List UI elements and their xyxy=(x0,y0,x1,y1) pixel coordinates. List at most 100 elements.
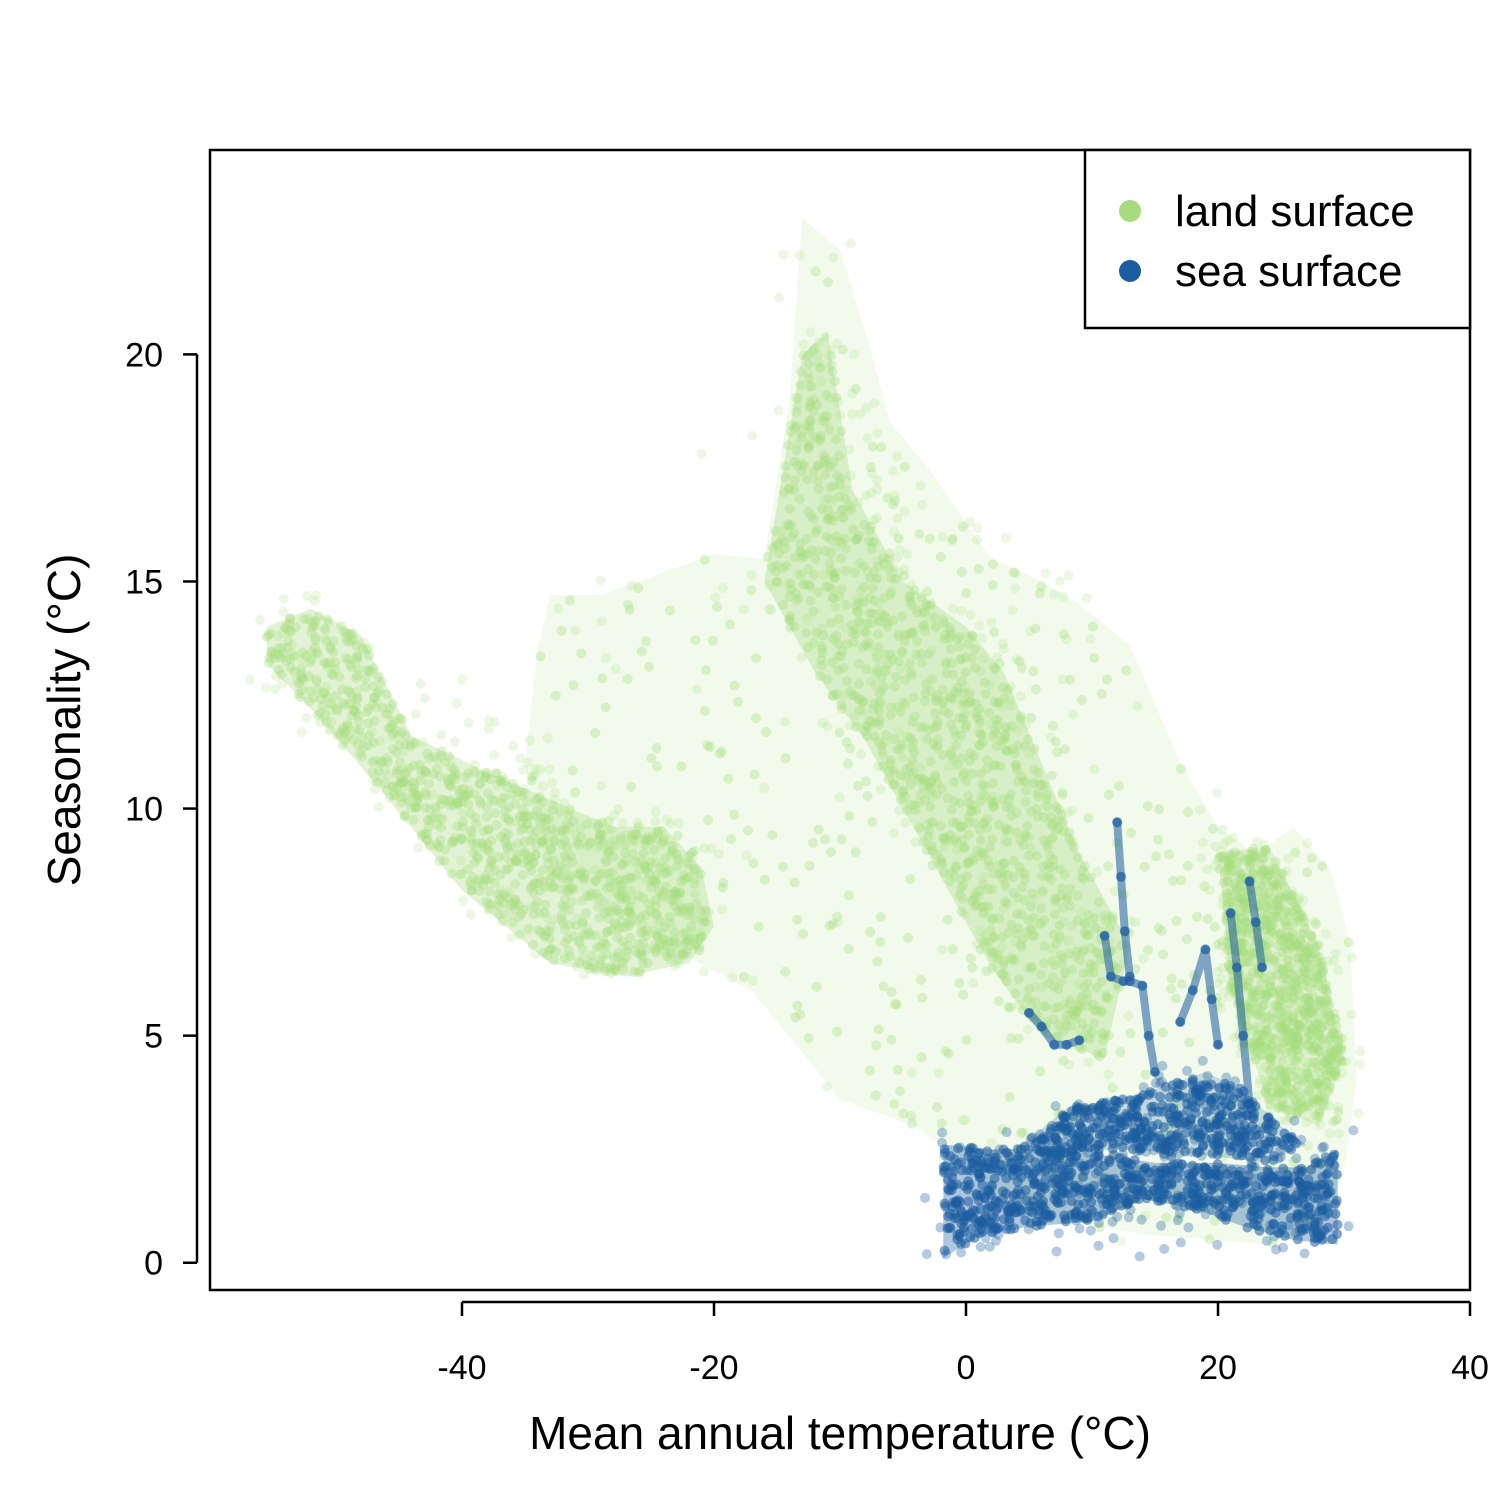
land-point xyxy=(672,861,683,872)
land-point xyxy=(658,887,669,897)
land-point xyxy=(511,853,522,864)
land-point xyxy=(832,917,843,928)
land-point xyxy=(990,797,1001,807)
land-point xyxy=(650,939,661,950)
land-point xyxy=(1266,970,1277,981)
land-point xyxy=(419,787,430,798)
sea-point xyxy=(1296,1134,1307,1145)
land-point xyxy=(340,734,351,745)
land-point xyxy=(479,843,490,853)
land-point xyxy=(271,649,281,659)
land-point xyxy=(339,728,350,739)
land-point xyxy=(880,738,890,748)
land-point xyxy=(579,874,590,885)
sea-point xyxy=(1083,1183,1094,1194)
land-point xyxy=(518,858,529,869)
land-point xyxy=(624,604,635,615)
land-point xyxy=(1283,954,1293,965)
land-point xyxy=(827,366,838,377)
sea-point xyxy=(1041,1137,1052,1148)
land-point xyxy=(1267,1237,1278,1248)
land-point xyxy=(572,912,582,923)
land-point xyxy=(319,633,330,644)
sea-point xyxy=(1192,1147,1203,1158)
sea-point xyxy=(1220,1186,1231,1196)
land-point xyxy=(491,780,502,791)
land-point xyxy=(433,841,444,852)
land-point xyxy=(738,604,749,615)
land-point xyxy=(531,826,542,837)
land-point xyxy=(525,835,536,846)
sea-point xyxy=(1251,1173,1262,1184)
land-point xyxy=(1277,1098,1287,1109)
land-point xyxy=(491,820,502,831)
land-point xyxy=(888,828,899,839)
land-point xyxy=(337,684,348,695)
land-point xyxy=(1320,928,1331,939)
land-point xyxy=(268,649,279,660)
land-point xyxy=(344,636,355,647)
land-point xyxy=(1121,665,1132,676)
land-point xyxy=(796,552,807,563)
land-point xyxy=(1142,801,1153,812)
land-point xyxy=(603,824,614,835)
land-point xyxy=(527,771,538,782)
land-point xyxy=(289,666,300,677)
land-point xyxy=(1354,1059,1365,1070)
land-point xyxy=(931,622,942,633)
land-point xyxy=(1003,794,1014,805)
sea-point xyxy=(1261,1175,1272,1186)
land-point xyxy=(1292,894,1303,905)
land-point xyxy=(348,734,359,745)
land-point xyxy=(469,766,480,777)
land-point xyxy=(360,682,371,692)
land-point xyxy=(1083,1032,1094,1042)
land-point xyxy=(872,629,883,640)
land-point xyxy=(334,672,345,682)
land-point xyxy=(648,925,659,936)
sea-point xyxy=(1254,1225,1265,1236)
land-point xyxy=(642,832,653,843)
land-point xyxy=(1247,846,1258,857)
land-point xyxy=(1057,786,1068,797)
land-point xyxy=(517,764,528,775)
sea-point xyxy=(1073,1099,1084,1110)
land-point xyxy=(545,843,556,854)
land-point xyxy=(1287,942,1298,952)
land-point xyxy=(613,804,624,814)
sea-point xyxy=(1018,1151,1029,1161)
land-point xyxy=(423,822,434,832)
land-point xyxy=(973,563,984,574)
land-point xyxy=(472,838,482,849)
land-point xyxy=(595,833,606,844)
land-point xyxy=(500,837,511,848)
land-point xyxy=(900,674,911,685)
land-point xyxy=(997,639,1008,649)
sea-point xyxy=(1293,1165,1304,1176)
land-point xyxy=(838,512,849,523)
land-point xyxy=(1062,1003,1073,1014)
land-point xyxy=(611,887,622,898)
land-point xyxy=(648,875,659,886)
sea-point xyxy=(951,1179,962,1190)
sea-point xyxy=(1097,1187,1108,1198)
land-point xyxy=(1030,684,1041,695)
land-point xyxy=(785,611,796,622)
land-point xyxy=(924,787,935,798)
land-point xyxy=(266,646,277,657)
land-point xyxy=(274,649,285,660)
land-point xyxy=(1271,951,1282,962)
land-point xyxy=(544,764,555,775)
land-point xyxy=(675,854,686,865)
land-point xyxy=(599,907,610,918)
land-point xyxy=(1233,883,1244,893)
land-point xyxy=(642,944,653,955)
land-point xyxy=(582,923,593,934)
land-point xyxy=(499,774,510,785)
land-point xyxy=(1333,1035,1344,1046)
land-point xyxy=(326,668,337,679)
sea-point xyxy=(1175,1237,1186,1248)
land-point xyxy=(584,837,595,848)
land-point xyxy=(845,743,855,754)
land-point xyxy=(493,909,504,920)
